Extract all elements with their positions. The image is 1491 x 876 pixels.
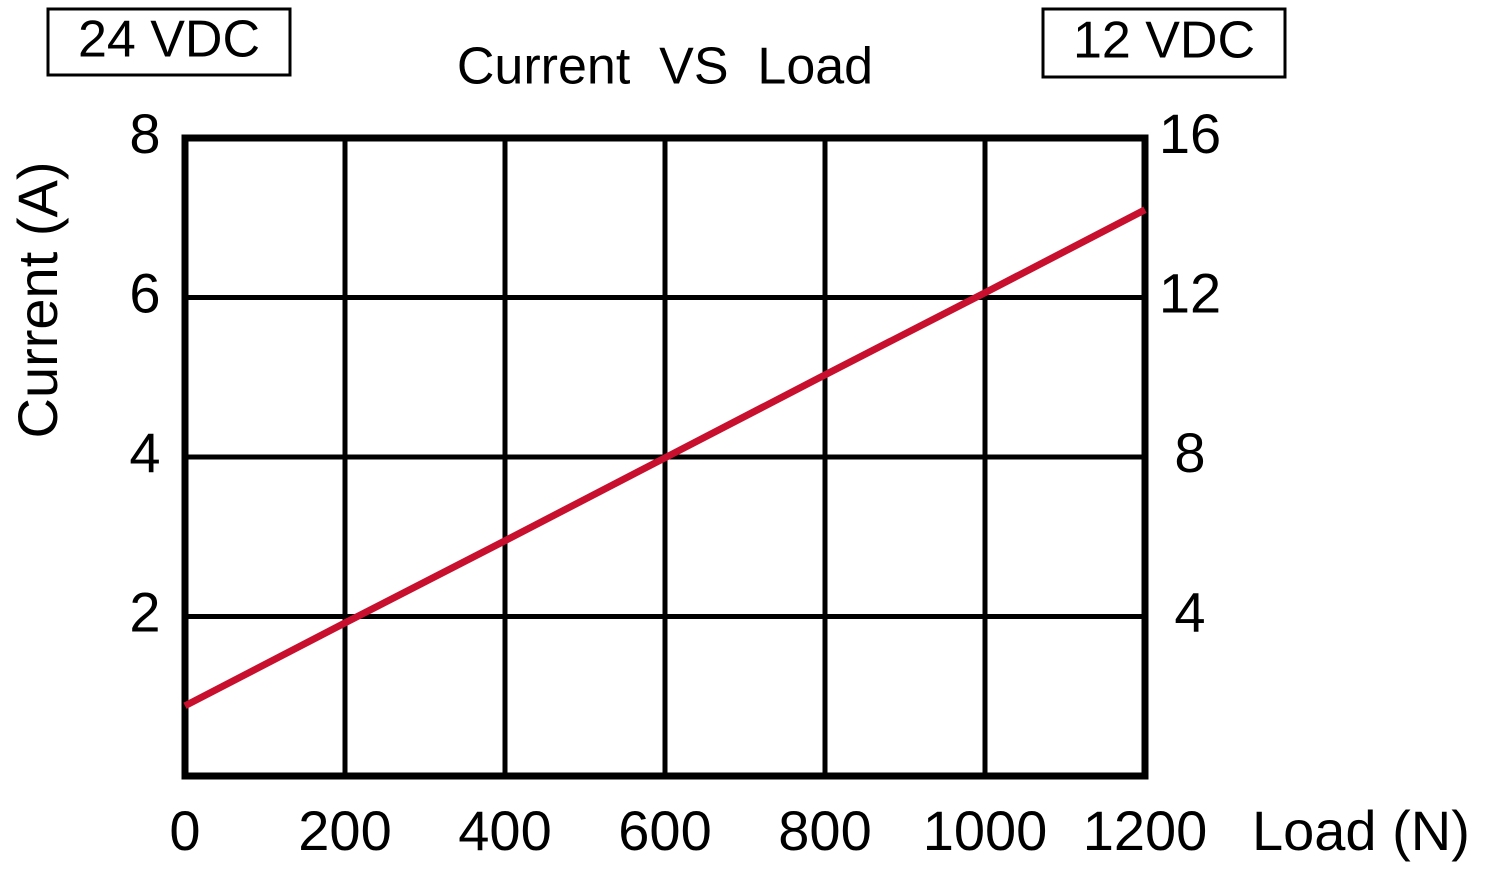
plot-frame bbox=[181, 134, 1149, 780]
data-line bbox=[183, 206, 1147, 709]
x-tick-label: 1200 bbox=[1083, 799, 1208, 862]
y2-tick-label: 12 bbox=[1159, 261, 1221, 324]
y2-tick-label: 4 bbox=[1174, 580, 1205, 643]
chart-title: Current VS Load bbox=[457, 38, 873, 96]
x-tick-label: 800 bbox=[778, 799, 871, 862]
x-tick-label: 200 bbox=[298, 799, 391, 862]
y2-tick-label: 16 bbox=[1159, 102, 1221, 165]
y-tick-label: 4 bbox=[129, 421, 160, 484]
x-tick-label: 1000 bbox=[923, 799, 1048, 862]
y-tick-label: 6 bbox=[129, 261, 160, 324]
annotation: 24 VDC bbox=[78, 11, 260, 69]
annotation: 12 VDC bbox=[1073, 12, 1255, 70]
x-axis-label: Load (N) bbox=[1252, 799, 1470, 862]
annotation-box bbox=[1041, 7, 1287, 79]
x-tick-label: 600 bbox=[618, 799, 711, 862]
y-tick-label: 2 bbox=[129, 580, 160, 643]
y-tick-label: 8 bbox=[129, 102, 160, 165]
y2-tick-label: 8 bbox=[1174, 421, 1205, 484]
annotation-box bbox=[46, 7, 292, 77]
y-axis-label: Current (A) bbox=[6, 162, 69, 439]
x-tick-label: 0 bbox=[169, 799, 200, 862]
x-tick-label: 400 bbox=[458, 799, 551, 862]
